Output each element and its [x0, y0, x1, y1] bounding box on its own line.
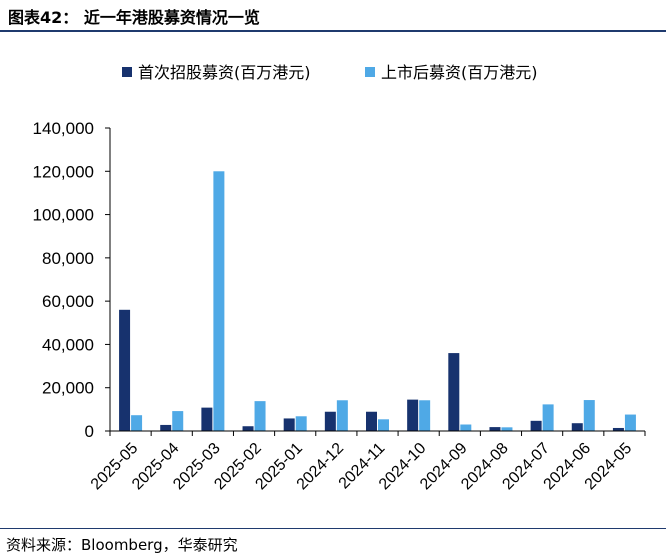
bar-post-listing-2024-10	[419, 400, 431, 431]
bar-ipo-2024-07	[530, 420, 542, 431]
bar-post-listing-2024-06	[583, 400, 595, 431]
y-tick-label: 100,000	[33, 206, 94, 225]
bar-post-listing-2024-08	[501, 427, 513, 431]
bar-post-listing-2024-12	[336, 400, 348, 431]
legend: 首次招股募资(百万港元) 上市后募资(百万港元)	[122, 63, 538, 82]
legend-swatch	[122, 67, 132, 77]
y-tick-label: 140,000	[33, 119, 94, 138]
bar-ipo-2024-10	[407, 399, 419, 431]
source-note: 资料来源：Bloomberg，华泰研究	[6, 536, 238, 554]
y-axis: 0 20,000 40,000 60,000 80,000 100,000 120,000 1…	[33, 119, 111, 441]
footer-divider	[0, 528, 666, 529]
bar-ipo-2025-04	[160, 424, 172, 431]
bar-ipo-2025-01	[283, 418, 295, 431]
bar-ipo-2024-12	[324, 411, 336, 431]
bar-ipo-2024-08	[489, 427, 501, 431]
bar-chart: 首次招股募资(百万港元) 上市后募资(百万港元) 0 20,000 40,000 60,…	[33, 63, 646, 493]
bar-ipo-2024-09	[448, 353, 460, 431]
y-tick-label: 60,000	[42, 292, 94, 311]
bar-ipo-2025-02	[242, 426, 254, 431]
bar-ipo-2025-05	[119, 309, 131, 431]
y-tick-label: 0	[85, 422, 94, 441]
bar-ipo-2024-05	[612, 427, 624, 431]
bar-post-listing-2025-05	[131, 415, 143, 431]
bar-post-listing-2024-09	[460, 424, 472, 431]
bar-ipo-2024-11	[366, 411, 377, 431]
bars	[119, 171, 636, 432]
bar-post-listing-2024-05	[624, 414, 636, 431]
y-tick-label: 20,000	[42, 379, 94, 398]
legend-label: 上市后募资(百万港元)	[381, 63, 538, 82]
y-tick-label: 40,000	[42, 335, 94, 354]
page-title: 图表42： 近一年港股募资情况一览	[8, 8, 260, 27]
bar-post-listing-2025-04	[172, 411, 184, 431]
bar-post-listing-2024-07	[542, 404, 554, 431]
bar-ipo-2025-03	[201, 407, 213, 431]
legend-label: 首次招股募资(百万港元)	[138, 63, 311, 82]
bar-post-listing-2024-11	[378, 419, 389, 431]
y-tick-label: 120,000	[33, 162, 94, 181]
bar-post-listing-2025-03	[213, 171, 225, 432]
bar-post-listing-2025-01	[295, 416, 307, 431]
x-axis: 2025-052025-042025-032025-022025-012024-…	[88, 430, 646, 493]
title-divider	[0, 30, 666, 32]
bar-ipo-2024-06	[571, 423, 583, 431]
bar-post-listing-2025-02	[254, 401, 266, 431]
y-tick-label: 80,000	[42, 249, 94, 268]
legend-swatch	[365, 67, 375, 77]
